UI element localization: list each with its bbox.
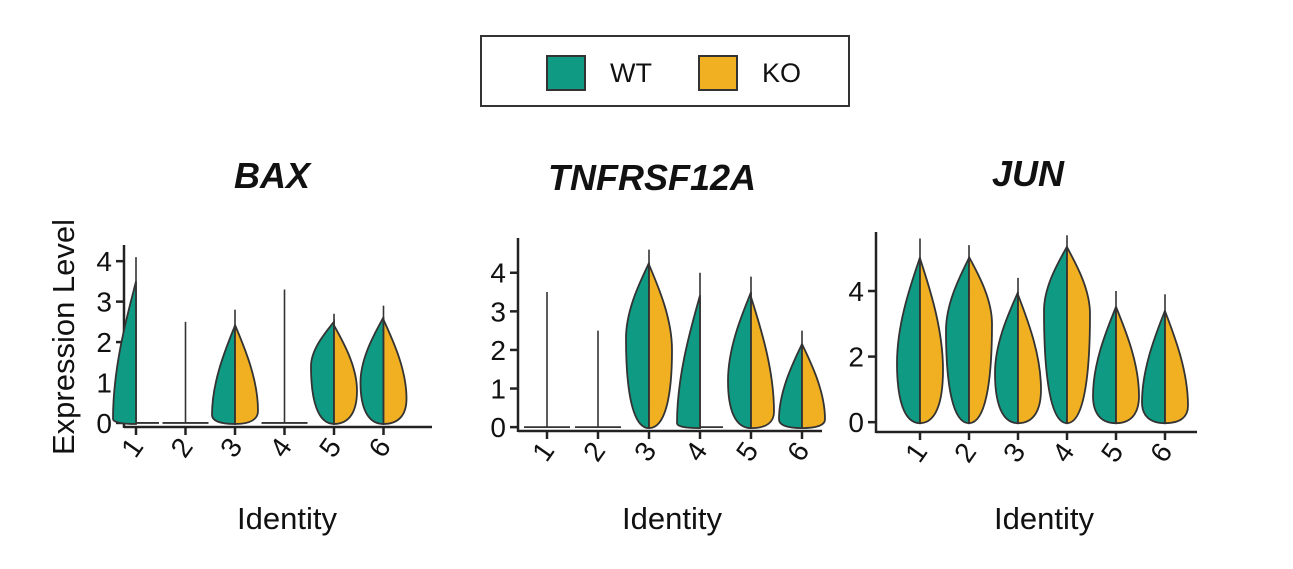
violin-ko	[968, 256, 993, 425]
panel-title: JUN	[992, 153, 1065, 194]
violin-wt	[211, 325, 236, 425]
legend-swatch-ko	[698, 55, 738, 91]
violin-ko	[382, 319, 408, 425]
violin-wt	[994, 291, 1019, 425]
y-tick-label: 4	[848, 276, 864, 307]
x-tick-label: 1	[526, 436, 560, 467]
x-tick-label: 2	[165, 432, 199, 463]
y-axis-label: Expression Level	[46, 219, 81, 455]
x-tick-label: 6	[363, 432, 397, 463]
panel-title: TNFRSF12A	[548, 157, 756, 198]
violin-wt	[310, 319, 335, 425]
x-tick-label: 1	[115, 432, 149, 463]
legend-item-wt: WT	[546, 55, 652, 91]
x-axis-label: Identity	[237, 501, 337, 536]
x-tick-label: 2	[948, 437, 982, 468]
y-tick-label: 4	[96, 246, 112, 277]
legend: WT KO	[480, 35, 850, 107]
x-axis-label: Identity	[994, 501, 1094, 536]
violin-ko	[648, 264, 673, 430]
y-tick-label: 3	[96, 287, 112, 318]
violin-wt	[625, 262, 650, 430]
legend-swatch-wt	[546, 55, 586, 91]
y-tick-label: 0	[490, 412, 506, 443]
legend-item-ko: KO	[698, 55, 801, 91]
x-tick-label: 3	[214, 432, 248, 463]
violin-ko	[234, 324, 259, 425]
y-tick-label: 0	[96, 408, 112, 439]
panel-title: BAX	[234, 155, 312, 196]
violin-ko	[1066, 246, 1091, 425]
x-tick-label: 3	[628, 436, 662, 467]
violin-ko	[1115, 306, 1140, 425]
x-axis-label: Identity	[622, 501, 722, 536]
violin-ko	[1017, 294, 1042, 425]
x-tick-label: 1	[899, 437, 933, 468]
violin-wt	[1092, 306, 1117, 425]
y-tick-label: 2	[848, 342, 864, 373]
x-tick-label: 5	[1095, 437, 1129, 468]
violin-wt	[359, 316, 385, 425]
x-tick-label: 4	[679, 436, 713, 467]
y-tick-label: 1	[490, 374, 506, 405]
y-tick-label: 1	[96, 368, 112, 399]
violin-wt	[1141, 310, 1166, 425]
x-tick-label: 5	[313, 432, 347, 463]
legend-label-ko: KO	[762, 57, 802, 88]
violin-ko	[919, 257, 944, 425]
violin-ko	[1164, 310, 1189, 425]
x-tick-label: 5	[730, 436, 764, 467]
violin-ko	[801, 343, 826, 430]
x-tick-label: 3	[997, 437, 1031, 468]
x-tick-label: 2	[577, 436, 611, 467]
violin-wt	[778, 343, 803, 430]
legend-label-wt: WT	[610, 57, 652, 88]
violin-wt	[676, 295, 701, 430]
y-tick-label: 2	[96, 327, 112, 358]
y-tick-label: 4	[490, 258, 506, 289]
violin-wt	[1043, 246, 1068, 425]
violin-wt	[896, 256, 921, 425]
y-tick-label: 2	[490, 335, 506, 366]
violin-wt	[112, 281, 137, 425]
y-tick-label: 0	[848, 407, 864, 438]
x-tick-label: 4	[1046, 437, 1080, 468]
violin-ko	[333, 324, 358, 425]
x-tick-label: 6	[781, 436, 815, 467]
violin-wt	[945, 257, 970, 425]
violin-ko	[750, 296, 775, 430]
x-tick-label: 6	[1144, 437, 1178, 468]
y-tick-label: 3	[490, 296, 506, 327]
x-tick-label: 4	[264, 432, 298, 463]
violin-wt	[727, 291, 752, 430]
